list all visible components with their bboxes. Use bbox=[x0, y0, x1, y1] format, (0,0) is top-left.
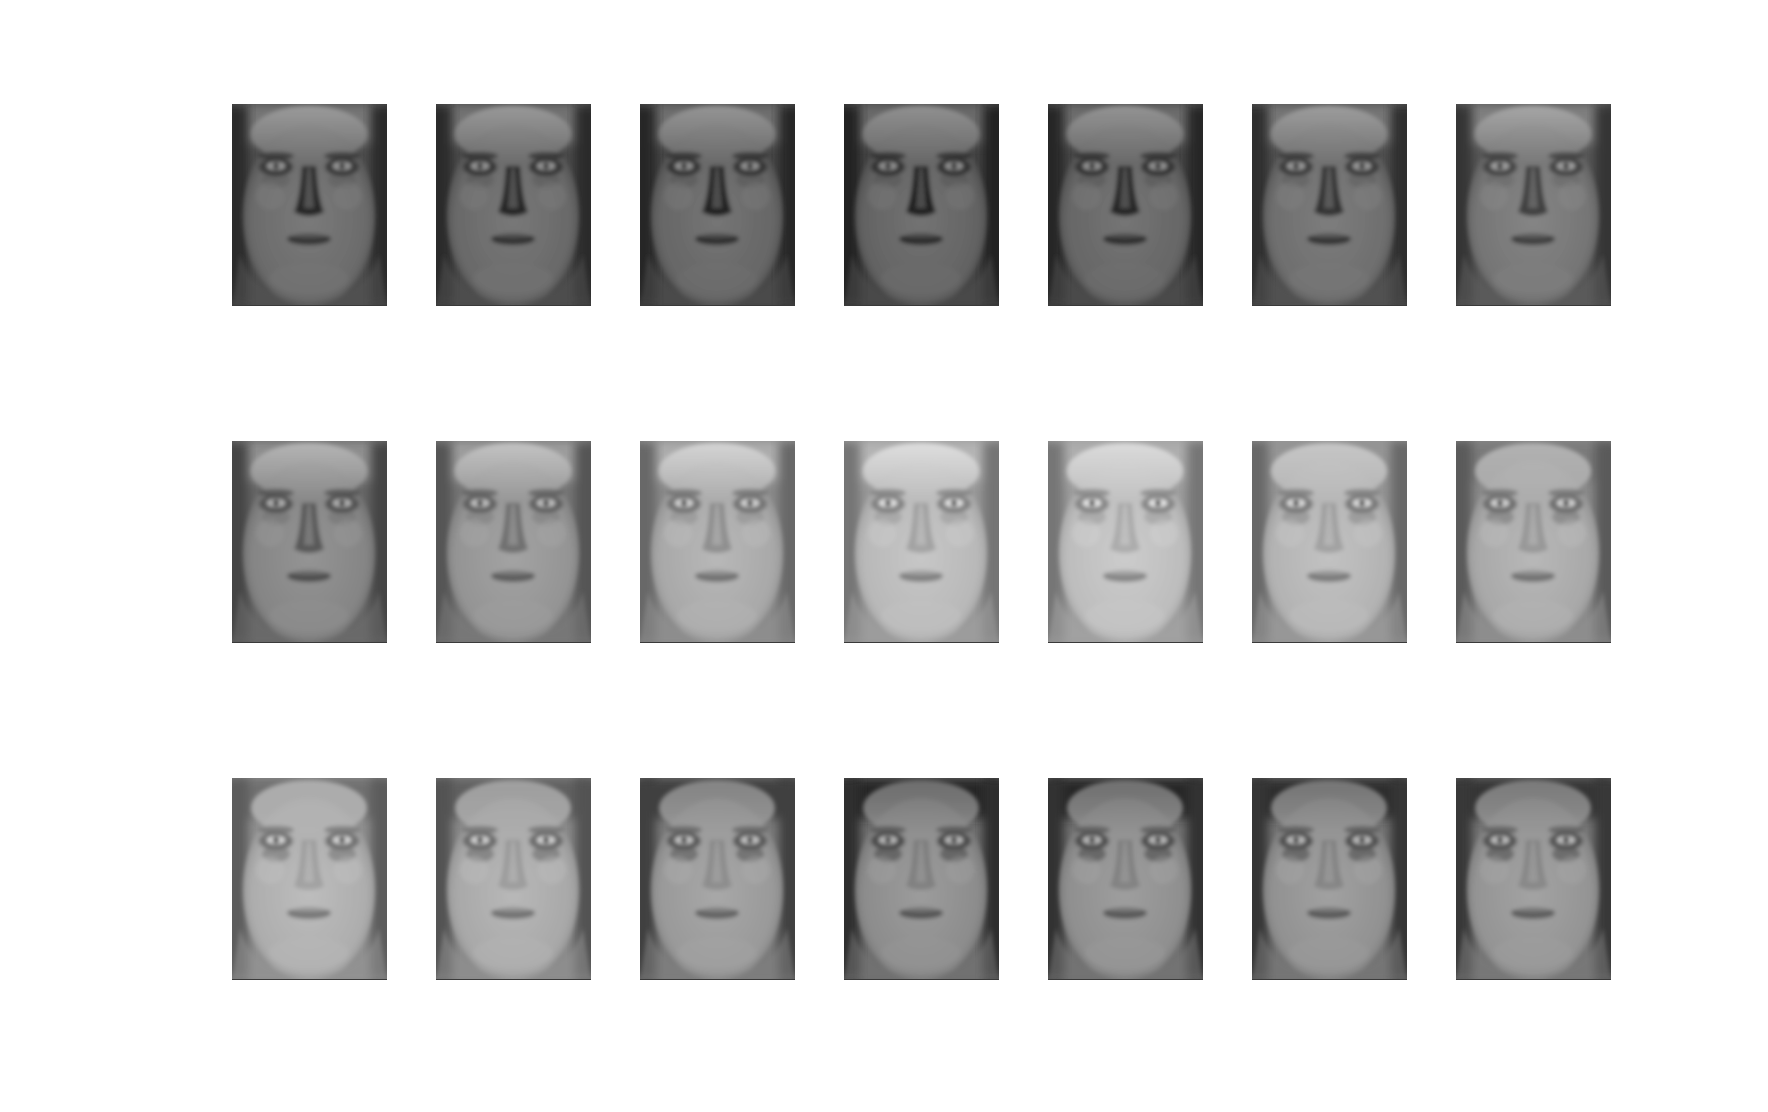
face-image-canvas bbox=[232, 441, 387, 642]
face-image-canvas bbox=[640, 441, 795, 642]
face-image-r1-c6 bbox=[1252, 104, 1407, 306]
face-image-r3-c4 bbox=[844, 778, 999, 980]
face-image-r2-c5 bbox=[1048, 441, 1203, 643]
face-image-r2-c3 bbox=[640, 441, 795, 643]
face-image-canvas bbox=[232, 104, 387, 305]
face-image-canvas bbox=[1456, 778, 1611, 979]
face-image-canvas bbox=[1252, 104, 1407, 305]
face-image-canvas bbox=[640, 778, 795, 979]
face-image-canvas bbox=[1048, 104, 1203, 305]
face-image-r2-c6 bbox=[1252, 441, 1407, 643]
face-image-grid bbox=[232, 104, 1613, 982]
face-image-canvas bbox=[436, 104, 591, 305]
face-image-r3-c5 bbox=[1048, 778, 1203, 980]
face-image-r1-c2 bbox=[436, 104, 591, 306]
face-image-canvas bbox=[436, 778, 591, 979]
face-image-r2-c7 bbox=[1456, 441, 1611, 643]
face-image-canvas bbox=[1048, 778, 1203, 979]
face-image-r2-c4 bbox=[844, 441, 999, 643]
face-image-r3-c6 bbox=[1252, 778, 1407, 980]
face-image-canvas bbox=[1252, 441, 1407, 642]
face-image-canvas bbox=[640, 104, 795, 305]
face-image-canvas bbox=[844, 441, 999, 642]
face-image-r3-c7 bbox=[1456, 778, 1611, 980]
face-image-r3-c2 bbox=[436, 778, 591, 980]
face-image-r1-c7 bbox=[1456, 104, 1611, 306]
face-image-canvas bbox=[436, 441, 591, 642]
face-image-canvas bbox=[1252, 778, 1407, 979]
face-image-r1-c3 bbox=[640, 104, 795, 306]
face-image-r1-c4 bbox=[844, 104, 999, 306]
face-image-r3-c1 bbox=[232, 778, 387, 980]
face-image-canvas bbox=[844, 104, 999, 305]
face-image-canvas bbox=[1456, 104, 1611, 305]
face-image-r2-c2 bbox=[436, 441, 591, 643]
face-image-r1-c5 bbox=[1048, 104, 1203, 306]
face-image-canvas bbox=[1048, 441, 1203, 642]
face-image-r1-c1 bbox=[232, 104, 387, 306]
face-image-canvas bbox=[1456, 441, 1611, 642]
face-image-r2-c1 bbox=[232, 441, 387, 643]
face-image-canvas bbox=[232, 778, 387, 979]
face-image-r3-c3 bbox=[640, 778, 795, 980]
face-image-canvas bbox=[844, 778, 999, 979]
